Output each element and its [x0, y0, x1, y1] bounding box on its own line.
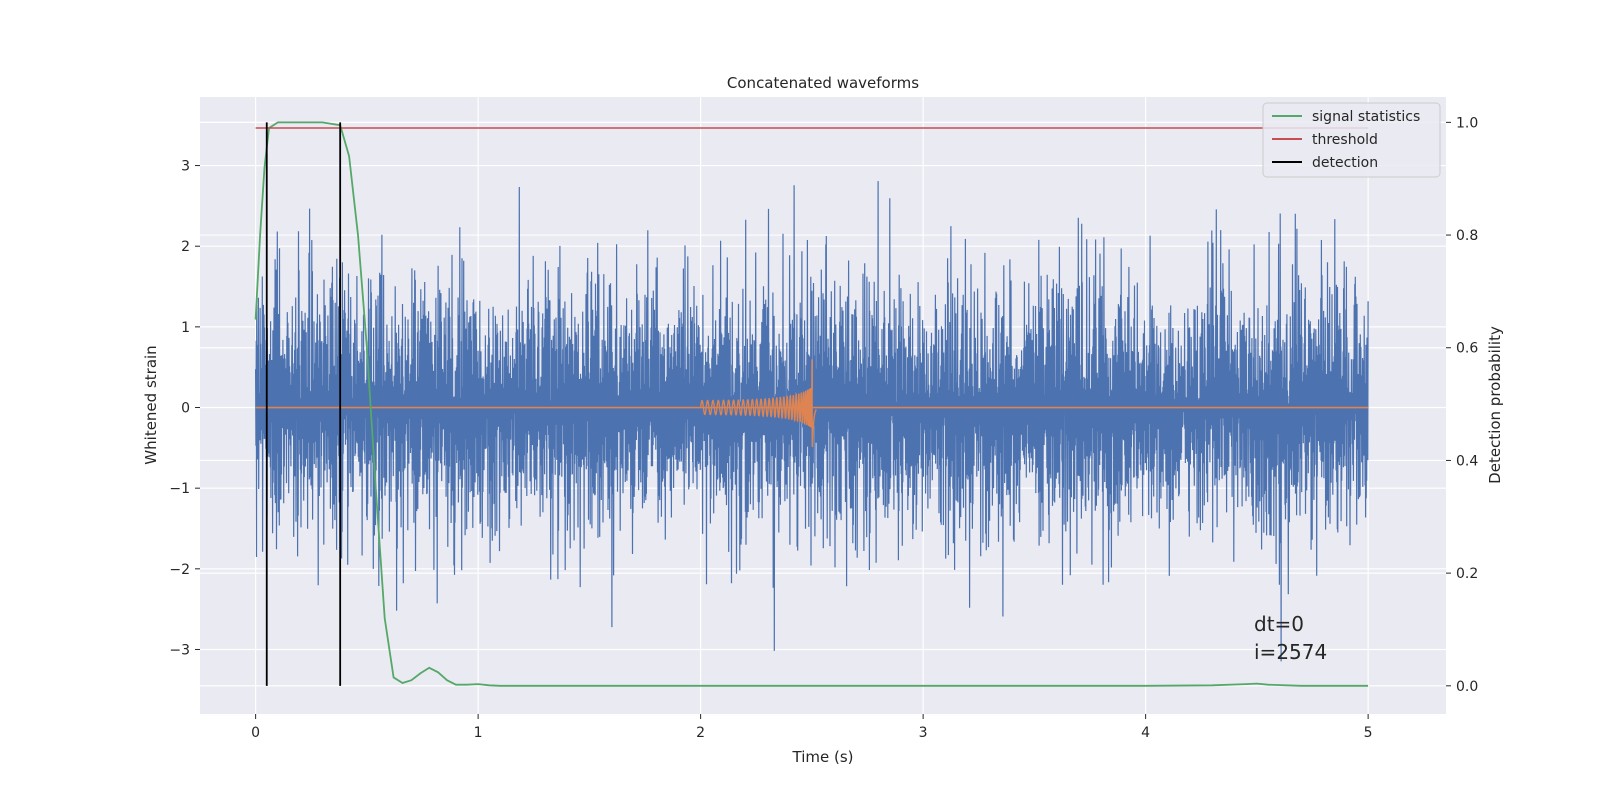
y-axis-label: Whitened strain: [142, 345, 160, 464]
x-tick-label: 3: [919, 725, 928, 741]
chart-title: Concatenated waveforms: [727, 74, 919, 92]
x-tick-label: 0: [251, 725, 260, 741]
y-tick-label: 2: [181, 239, 190, 255]
annotation-index: i=2574: [1254, 640, 1327, 664]
y-tick-label: 3: [181, 159, 190, 175]
y-right-tick-label: 0.0: [1456, 679, 1478, 695]
y-right-tick-label: 0.6: [1456, 341, 1478, 357]
signal-statistics-line: [254, 121, 1369, 687]
y-axis-right-label: Detection probability: [1486, 326, 1504, 484]
y-right-tick-label: 0.2: [1456, 566, 1478, 582]
x-tick-label: 1: [474, 725, 483, 741]
y-tick-label: 1: [181, 320, 190, 336]
injected-signal-trace: [699, 359, 817, 448]
x-tick-label: 4: [1141, 725, 1150, 741]
y-tick-label: −1: [169, 481, 190, 497]
y-tick-label: −2: [169, 562, 190, 578]
y-right-tick-label: 0.8: [1456, 228, 1478, 244]
legend: signal statistics threshold detection: [1262, 102, 1441, 178]
y-right-tick-label: 0.4: [1456, 453, 1478, 469]
x-tick-label: 2: [696, 725, 705, 741]
axes: 0 1 2 3 4 5 −3 −2 −1 0 1 2 3 0.0 0.2 0.4 0.6 0.8 1.0: [169, 115, 1478, 741]
legend-label-threshold: threshold: [1312, 132, 1378, 148]
signal-statistics-series: [254, 121, 1369, 687]
x-axis-label: Time (s): [792, 748, 854, 766]
legend-label-detection: detection: [1312, 155, 1378, 171]
annotation-dt: dt=0: [1254, 612, 1304, 636]
y-right-tick-label: 1.0: [1456, 115, 1478, 131]
legend-label-signal-statistics: signal statistics: [1312, 109, 1420, 125]
injected-signal-series: [255, 359, 1369, 448]
y-tick-label: 0: [181, 401, 190, 417]
legend-box: [1262, 102, 1441, 178]
y-tick-label: −3: [169, 642, 190, 658]
x-tick-label: 5: [1364, 725, 1373, 741]
